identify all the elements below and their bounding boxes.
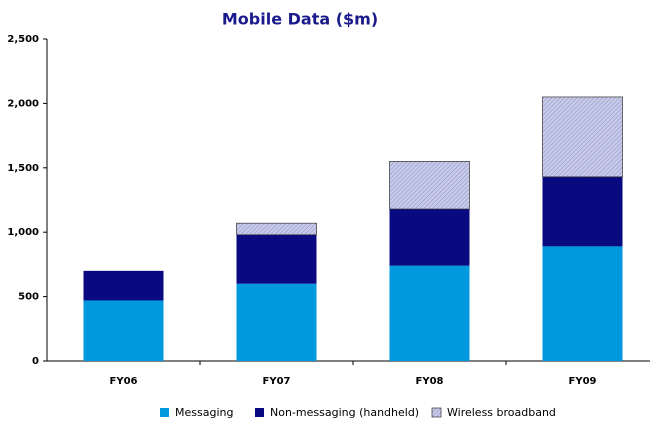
bar-segment [236, 222, 317, 236]
x-tick-label: FY09 [569, 376, 597, 387]
legend-label: Messaging [175, 406, 233, 419]
bar-segment [236, 283, 317, 361]
legend-swatch [160, 408, 169, 417]
x-tick-label: FY08 [416, 376, 444, 387]
bar-segment [542, 96, 623, 178]
legend-label: Non-messaging (handheld) [270, 406, 419, 419]
legend-label: Wireless broadband [447, 406, 556, 419]
x-tick-label: FY06 [110, 376, 138, 387]
bar-segment [542, 176, 623, 247]
x-tick-label: FY07 [263, 376, 291, 387]
y-tick-label: 0 [32, 356, 39, 367]
bar-segment [236, 234, 317, 284]
legend-swatch [431, 407, 442, 418]
y-tick-label: 2,000 [7, 98, 39, 109]
bar-segment [389, 265, 470, 361]
bar-segment [83, 300, 164, 361]
bar-segment [389, 209, 470, 266]
chart-title: Mobile Data ($m) [222, 10, 378, 29]
bar-segment [83, 270, 164, 301]
bar-segment [389, 161, 470, 210]
y-tick-label: 2,500 [7, 34, 39, 45]
y-tick-label: 500 [18, 292, 39, 303]
y-tick-label: 1,500 [7, 163, 39, 174]
bar-segment [542, 246, 623, 361]
legend-swatch [255, 408, 264, 417]
y-tick-label: 1,000 [7, 227, 39, 238]
